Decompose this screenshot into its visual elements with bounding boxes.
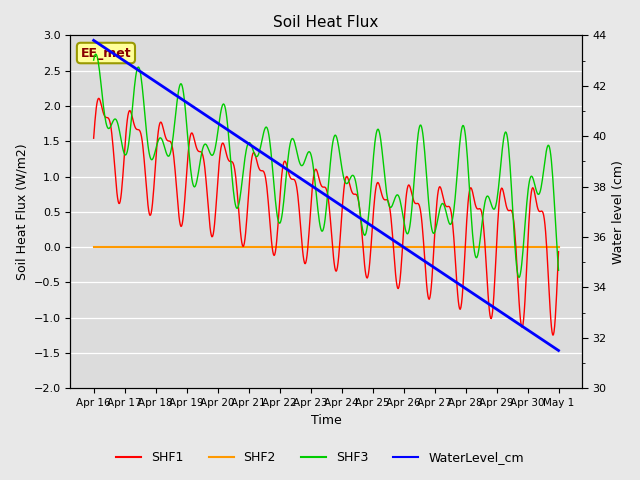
Y-axis label: Soil Heat Flux (W/m2): Soil Heat Flux (W/m2) xyxy=(15,144,28,280)
Text: EE_met: EE_met xyxy=(81,47,131,60)
Title: Soil Heat Flux: Soil Heat Flux xyxy=(273,15,379,30)
X-axis label: Time: Time xyxy=(310,414,342,427)
Y-axis label: Water level (cm): Water level (cm) xyxy=(612,160,625,264)
Legend: SHF1, SHF2, SHF3, WaterLevel_cm: SHF1, SHF2, SHF3, WaterLevel_cm xyxy=(111,446,529,469)
